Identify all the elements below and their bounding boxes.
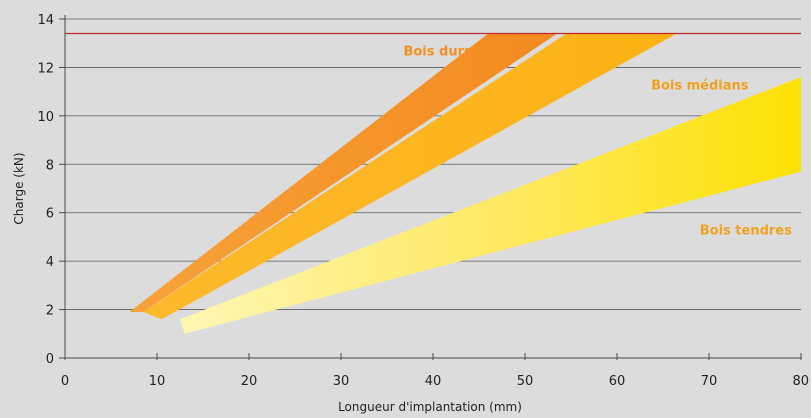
x-tick-label-70: 70: [701, 374, 718, 389]
band-layer: [129, 33, 801, 334]
x-tick-label-40: 40: [425, 374, 442, 389]
x-tick-label-60: 60: [609, 374, 626, 389]
y-tick-label-0: 0: [46, 352, 54, 367]
label-bois-durs: Bois durs: [403, 44, 472, 59]
axis-layer: 0 2 4 6 8 10 12 14 0 10 20 30 40 50 60 70 80: [37, 13, 809, 389]
x-tick-label-20: 20: [241, 374, 258, 389]
x-tick-label-50: 50: [517, 374, 534, 389]
x-axis-title: Longueur d'implantation (mm): [338, 400, 522, 414]
x-tick-label-10: 10: [149, 374, 166, 389]
label-layer: Bois durs Bois médians Bois tendres: [403, 44, 792, 238]
y-tick-label-12: 12: [37, 61, 54, 76]
label-bois-tendres: Bois tendres: [700, 224, 792, 239]
band-bois-durs: [129, 33, 558, 312]
x-tick-label-80: 80: [792, 374, 809, 389]
label-bois-m-dians: Bois médians: [651, 78, 749, 93]
band-bois-tendres: [180, 77, 801, 334]
y-tick-label-6: 6: [46, 207, 54, 222]
y-tick-label-14: 14: [37, 13, 54, 28]
x-tick-label-0: 0: [61, 374, 69, 389]
y-axis-title: Charge (kN): [12, 152, 26, 224]
y-tick-label-10: 10: [37, 110, 54, 125]
band-bois-m-dians: [143, 33, 677, 320]
x-tick-label-30: 30: [333, 374, 350, 389]
y-tick-label-8: 8: [46, 158, 54, 173]
y-tick-label-2: 2: [46, 304, 54, 319]
y-tick-label-4: 4: [46, 255, 54, 270]
